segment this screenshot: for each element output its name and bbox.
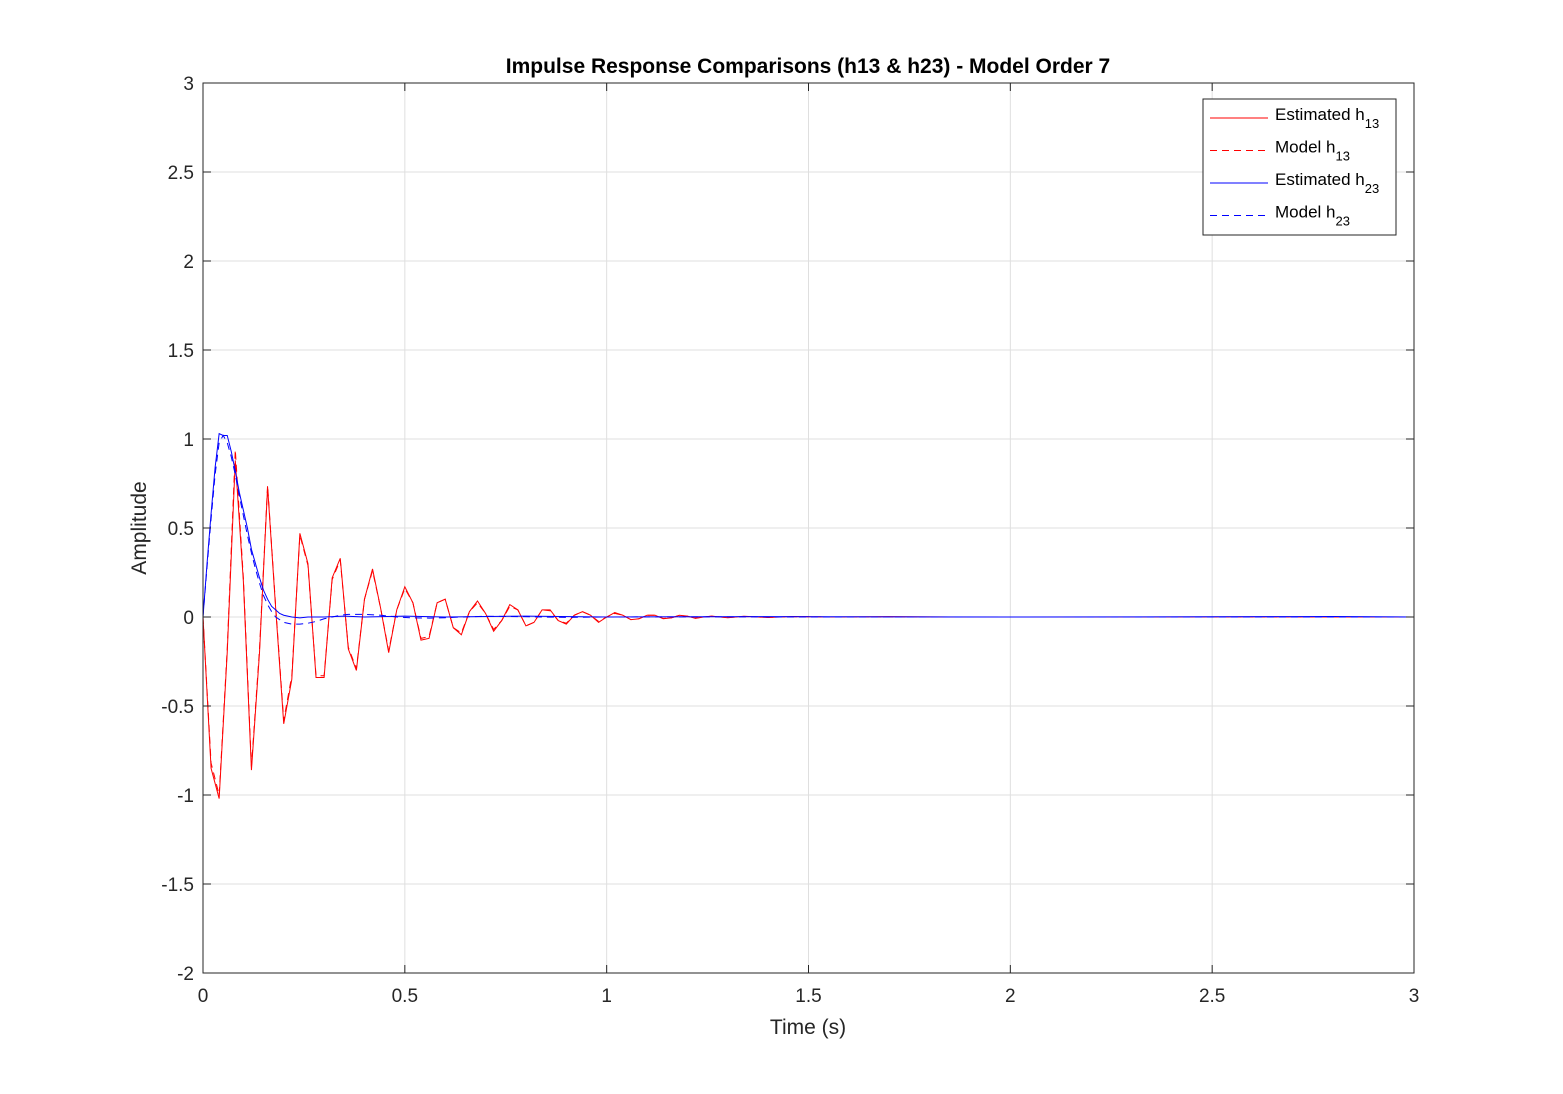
legend-label-base: Estimated h [1275, 105, 1365, 124]
legend-label-subscript: 13 [1335, 149, 1349, 164]
y-tick-label: 2 [183, 252, 194, 273]
legend-label-0: Estimated h13 [1275, 105, 1379, 131]
x-axis-label: Time (s) [770, 1016, 846, 1039]
legend-label-base: Model h [1275, 203, 1335, 222]
series-layer [202, 432, 1415, 799]
y-tick-label: 2.5 [168, 163, 194, 184]
x-tick-label: 0.5 [392, 986, 418, 1007]
y-tick-label: 3 [183, 74, 194, 95]
legend-box [1202, 98, 1397, 236]
legend-label-3: Model h23 [1275, 203, 1350, 229]
legend-label-base: Estimated h [1275, 170, 1365, 189]
y-tick-label: -1 [177, 786, 194, 807]
y-tick-label: -2 [177, 964, 194, 985]
x-tick-label: 2.5 [1199, 986, 1225, 1007]
x-tick-label: 0 [198, 986, 209, 1007]
legend-label-base: Model h [1275, 138, 1335, 157]
y-tick-label: 0 [183, 608, 194, 629]
y-tick-label: 1 [183, 430, 194, 451]
y-tick-label: 0.5 [168, 519, 194, 540]
tick-marks [202, 82, 1415, 974]
y-tick-label: -0.5 [161, 697, 194, 718]
legend-label-subscript: 23 [1365, 181, 1379, 196]
x-tick-label: 3 [1409, 986, 1420, 1007]
x-tick-labels: 0 0.5 1 1.5 2 2.5 3 [198, 986, 1420, 1007]
legend-label-1: Model h13 [1275, 138, 1350, 164]
y-tick-label: 1.5 [168, 341, 194, 362]
y-tick-label: -1.5 [161, 875, 194, 896]
legend-label-2: Estimated h23 [1275, 170, 1379, 196]
y-axis-label: Amplitude [128, 481, 151, 574]
legend-label-subscript: 13 [1365, 116, 1379, 131]
series-line-1 [202, 449, 1414, 796]
y-tick-labels: -2 -1.5 -1 -0.5 0 0.5 1 1.5 2 2.5 3 [161, 74, 194, 985]
series-line-2 [202, 432, 1415, 619]
chart-title: Impulse Response Comparisons (h13 & h23)… [506, 55, 1110, 78]
x-tick-label: 1 [601, 986, 612, 1007]
x-tick-label: 2 [1005, 986, 1016, 1007]
x-tick-label: 1.5 [795, 986, 821, 1007]
legend-label-subscript: 23 [1335, 214, 1349, 229]
